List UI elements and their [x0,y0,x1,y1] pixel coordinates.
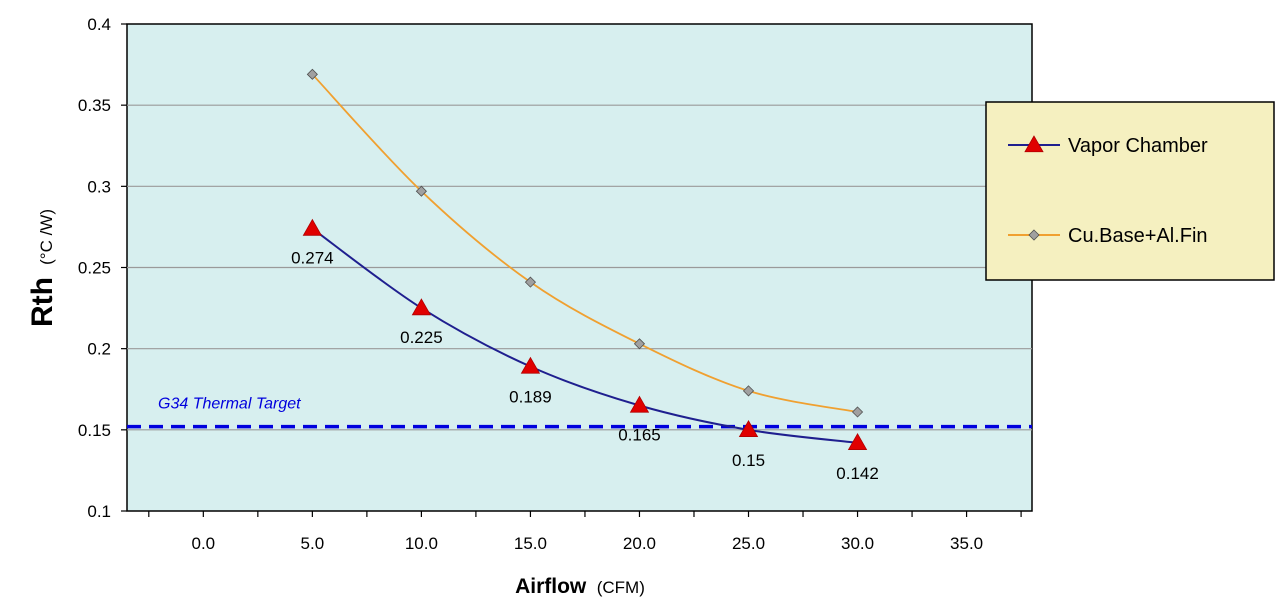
x-tick-label: 10.0 [405,534,438,553]
x-tick-label: 35.0 [950,534,983,553]
data-label: 0.142 [836,464,879,483]
series-line-cu-base-al-fin [311,73,858,413]
data-point-vapor-chamber [629,395,650,413]
x-tick-label: 5.0 [301,534,325,553]
data-point-cu-base-al-fin [742,385,755,397]
y-tick-label: 0.25 [78,259,111,278]
x-axis-unit: (CFM) [597,578,645,597]
x-tick-label: 15.0 [514,534,547,553]
y-tick-label: 0.1 [87,502,111,521]
x-tick-label: 30.0 [841,534,874,553]
legend-marker-diamond [1028,229,1040,241]
reference-line-group: G34 Thermal Target [127,396,1032,429]
series-layer [302,68,868,450]
y-axis-unit: (°C /W) [37,209,56,265]
data-label: 0.225 [400,328,443,347]
data-point-vapor-chamber [847,433,868,450]
reference-line-label: G34 Thermal Target [158,396,301,413]
y-tick-label: 0.3 [87,177,111,196]
y-axis-ticks: 0.1 0.15 0.2 0.25 0.3 0.35 0.4 [78,15,127,521]
svg-text:Rth (°C /W): Rth (°C /W) [26,209,59,327]
data-point-cu-base-al-fin [415,185,427,197]
gridlines [127,104,1032,431]
y-tick-label: 0.4 [87,15,111,34]
y-tick-label: 0.2 [87,340,111,359]
data-point-vapor-chamber [411,298,432,316]
legend-items: Vapor Chamber Cu.Base+Al.Fin [1008,135,1208,247]
data-point-cu-base-al-fin [306,68,318,80]
data-point-vapor-chamber [520,356,541,374]
x-axis-title: Airflow (CFM) [515,575,645,598]
data-label: 0.274 [291,249,334,268]
data-point-cu-base-al-fin [851,406,864,418]
y-tick-label: 0.35 [78,96,111,115]
legend-label: Cu.Base+Al.Fin [1068,225,1208,247]
y-axis-label: Rth [26,277,59,327]
y-axis-title: Rth (°C /W) [26,209,59,327]
data-point-cu-base-al-fin [633,338,646,350]
data-labels-layer: 0.274 0.225 0.189 0.165 0.15 0.142 [291,249,879,483]
data-point-vapor-chamber [302,218,323,236]
y-tick-label: 0.15 [78,421,111,440]
data-label: 0.189 [509,388,552,407]
legend-label: Vapor Chamber [1068,135,1208,157]
legend-box [985,101,1275,281]
legend-marker-triangle [1024,135,1044,153]
data-point-vapor-chamber [738,420,759,437]
data-label: 0.15 [732,451,765,470]
series-line-vapor-chamber [311,227,858,444]
x-axis-ticks: 0.0 5.0 10.0 15.0 20.0 25.0 30.0 35.0 [148,511,1022,553]
data-label: 0.165 [618,425,661,444]
x-tick-label: 25.0 [732,534,765,553]
x-axis-label: Airflow [515,575,587,598]
x-tick-label: 20.0 [623,534,656,553]
data-point-cu-base-al-fin [524,276,536,288]
legend: Vapor Chamber Cu.Base+Al.Fin [985,101,1275,281]
x-tick-label: 0.0 [192,534,216,553]
